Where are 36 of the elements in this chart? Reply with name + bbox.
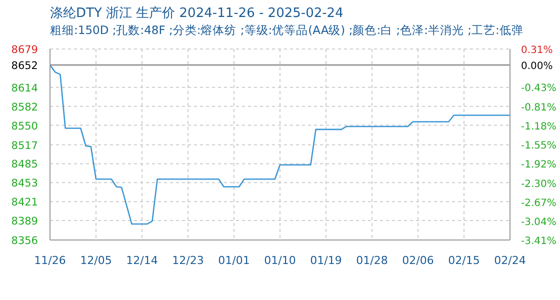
x-tick-label: 12/23 (172, 254, 204, 267)
chart-title: 涤纶DTY 浙江 生产价 2024-11-26 - 2025-02-24 (50, 5, 344, 22)
x-tick-label: 02/15 (448, 254, 480, 267)
x-tick-label: 02/24 (494, 254, 526, 267)
x-tick-label: 01/19 (310, 254, 342, 267)
x-tick-label: 12/14 (126, 254, 158, 267)
y-tick-label: 8517 (11, 140, 38, 152)
y2-tick-label: -2.30% (521, 179, 556, 190)
x-tick-label: 01/10 (264, 254, 296, 267)
y2-tick-label: -3.04% (521, 217, 556, 228)
y2-tick-label: 0.00% (521, 60, 553, 72)
x-tick-label: 01/28 (356, 254, 388, 267)
line-series (50, 64, 510, 225)
y2-tick-label: -2.67% (521, 198, 556, 210)
y-tick-label: 8421 (11, 196, 38, 209)
x-tick-label: 12/05 (80, 254, 112, 267)
y2-tick-label: -0.81% (521, 102, 556, 114)
chart-subtitle: 粗细:150D ;孔数:48F ;分类:熔体纺 ;等级:优等品(AA级) ;颜色:白 ;色泽:半消光 ;工艺:低弹 (50, 23, 524, 38)
x-tick-label: 11/26 (34, 254, 66, 267)
y2-tick-label: -0.43% (521, 82, 556, 94)
y-tick-label: 8614 (11, 82, 38, 94)
y-tick-label: 8389 (11, 215, 38, 228)
y-tick-label: 8453 (11, 178, 38, 190)
y2-tick-label: -3.41% (521, 236, 556, 247)
y-tick-label: 8356 (11, 235, 38, 247)
y-tick-label: 8550 (11, 120, 38, 132)
y2-tick-label: 0.31% (521, 45, 553, 56)
y2-tick-label: -1.18% (521, 122, 556, 133)
y2-tick-label: -1.92% (521, 159, 556, 170)
y-tick-label: 8679 (11, 44, 38, 56)
y-tick-label: 8485 (11, 158, 38, 171)
x-tick-label: 02/06 (402, 254, 434, 267)
y2-tick-label: -1.55% (521, 140, 556, 152)
x-tick-label: 01/01 (218, 254, 250, 267)
y-tick-label: 8582 (11, 101, 38, 114)
y-tick-label: 8652 (11, 60, 38, 72)
